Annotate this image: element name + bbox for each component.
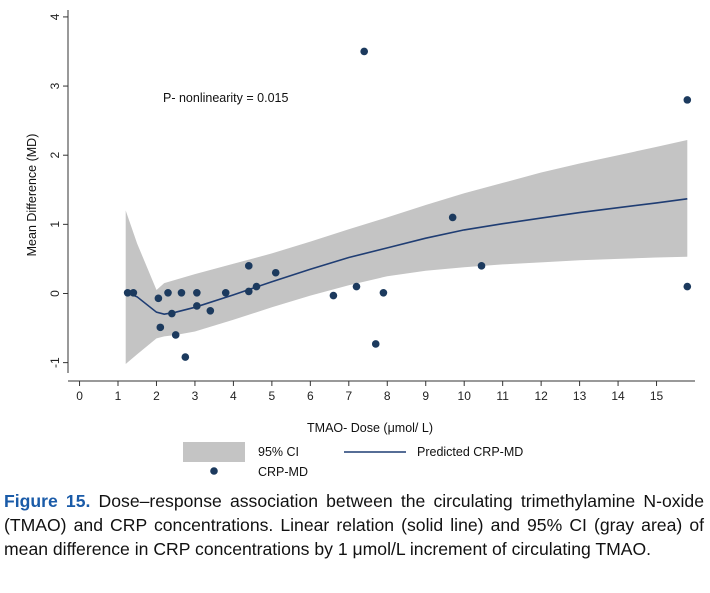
data-point xyxy=(360,47,368,56)
figure-label: Figure 15. xyxy=(4,491,91,511)
p-nonlinearity-annotation: P- nonlinearity = 0.015 xyxy=(163,91,288,105)
x-tick-label: 10 xyxy=(458,389,472,403)
data-point xyxy=(683,96,692,104)
data-point xyxy=(371,340,380,348)
x-ticks: 0 1 2 3 4 5 6 7 8 9 10 11 12 13 14 15 xyxy=(76,381,664,403)
plot-area xyxy=(123,47,692,364)
y-tick-label: 4 xyxy=(48,13,62,20)
data-point xyxy=(244,262,253,270)
caption-text: Dose–response association between the ci… xyxy=(4,491,705,559)
data-point xyxy=(123,288,132,297)
data-point xyxy=(177,288,186,297)
x-tick-label: 0 xyxy=(76,389,83,403)
data-point xyxy=(271,268,280,277)
x-tick-label: 1 xyxy=(115,389,122,403)
x-tick-label: 5 xyxy=(269,389,276,403)
legend: 95% CI Predicted CRP-MD CRP-MD xyxy=(183,442,523,479)
data-point xyxy=(477,262,486,270)
y-tick-label: 1 xyxy=(48,221,62,228)
y-axis-title: Mean Difference (MD) xyxy=(25,134,39,257)
y-tick-label: 0 xyxy=(48,290,62,297)
data-point xyxy=(379,288,388,297)
data-point xyxy=(181,353,190,361)
data-point xyxy=(329,291,338,300)
x-tick-label: 4 xyxy=(230,389,237,403)
x-tick-label: 13 xyxy=(573,389,587,403)
x-tick-label: 3 xyxy=(192,389,199,403)
data-point xyxy=(193,288,201,297)
legend-ci-swatch xyxy=(183,442,245,462)
data-point xyxy=(352,282,361,291)
data-point xyxy=(206,306,215,315)
data-point xyxy=(193,302,201,310)
data-point xyxy=(171,331,180,339)
data-points xyxy=(123,47,692,361)
x-tick-label: 8 xyxy=(384,389,391,403)
x-tick-label: 6 xyxy=(307,389,314,403)
x-tick-label: 14 xyxy=(611,389,625,403)
y-tick-label: -1 xyxy=(48,357,62,368)
y-tick-label: 2 xyxy=(48,152,62,159)
data-point xyxy=(244,287,253,296)
data-point xyxy=(154,294,163,303)
x-tick-label: 12 xyxy=(534,389,548,403)
figure-caption: Figure 15. Dose–response association bet… xyxy=(4,489,704,561)
legend-ci-label: 95% CI xyxy=(258,445,299,459)
ci-band xyxy=(125,140,688,364)
x-tick-label: 9 xyxy=(422,389,429,403)
data-point xyxy=(683,282,692,291)
y-tick-label: 3 xyxy=(48,82,62,89)
data-point xyxy=(252,282,261,291)
data-point xyxy=(168,309,176,318)
data-point xyxy=(221,288,230,297)
data-point xyxy=(164,288,172,297)
x-tick-label: 7 xyxy=(345,389,352,403)
x-tick-label: 15 xyxy=(650,389,664,403)
x-axis-title: TMAO- Dose (μmol/ L) xyxy=(307,421,433,435)
legend-marker-swatch xyxy=(210,467,218,475)
y-ticks: -1 0 1 2 3 4 xyxy=(48,13,68,368)
data-point xyxy=(448,213,457,222)
x-tick-label: 11 xyxy=(496,389,509,403)
legend-line-label: Predicted CRP-MD xyxy=(417,445,523,459)
data-point xyxy=(156,323,165,332)
data-point xyxy=(129,288,138,297)
legend-marker-label: CRP-MD xyxy=(258,465,308,479)
x-tick-label: 2 xyxy=(153,389,160,403)
predicted-line xyxy=(125,198,688,316)
